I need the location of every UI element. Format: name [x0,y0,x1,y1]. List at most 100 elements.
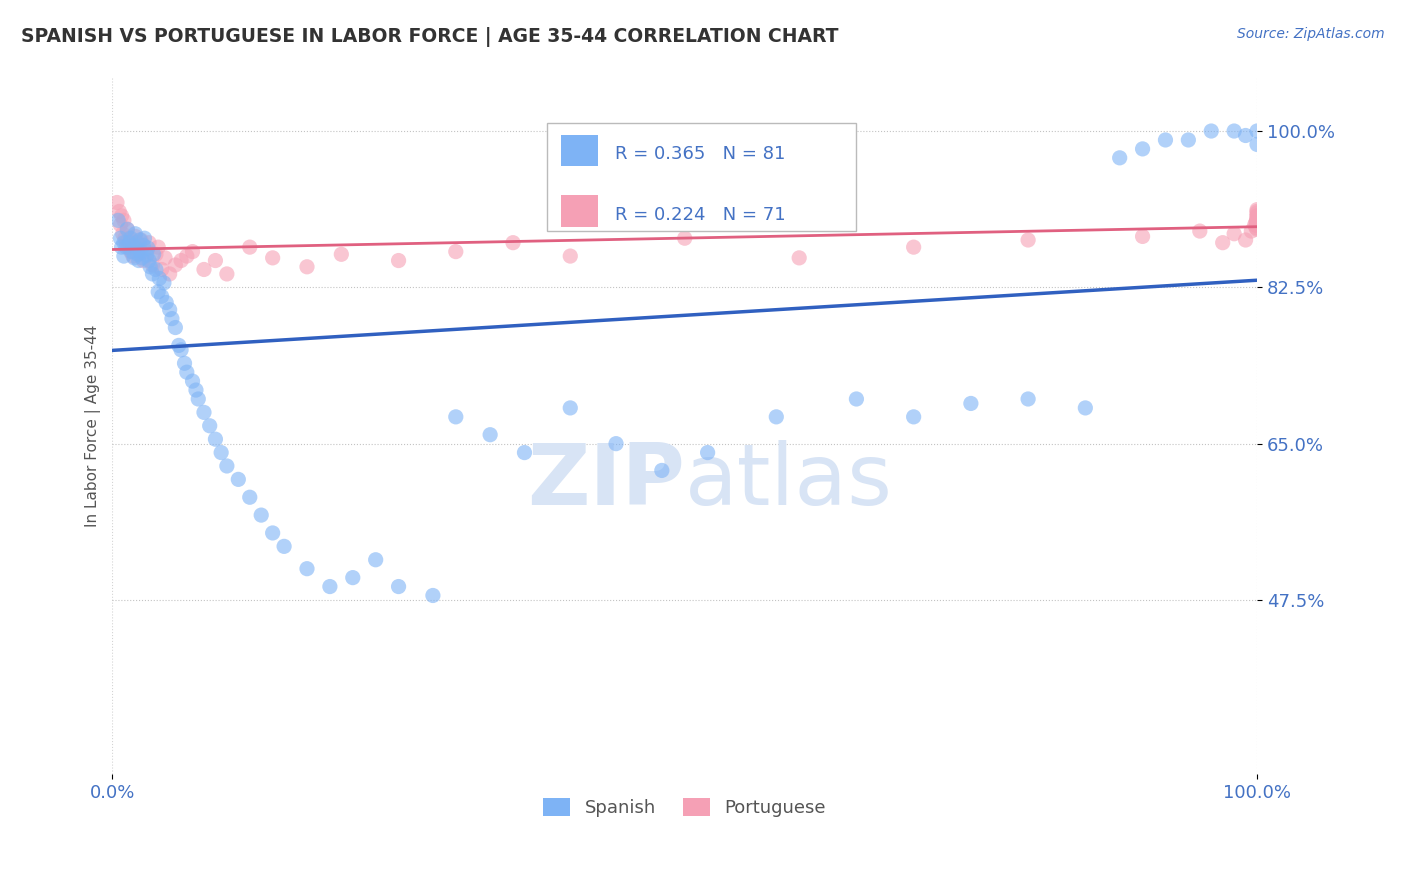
Point [114,231,136,245]
Point [124,227,146,241]
Point [129,233,152,247]
Point [128,247,150,261]
Point [1177,133,1199,147]
Point [148,240,170,254]
Point [111,227,134,241]
Point [120,244,142,259]
Point [153,276,176,290]
Point [110,231,132,245]
Point [184,383,207,397]
Point [1246,213,1268,227]
Point [513,445,536,459]
Point [1154,133,1177,147]
Point [176,249,198,263]
Point [121,235,143,250]
Point [560,249,582,263]
Point [176,365,198,379]
Point [1132,229,1154,244]
Point [165,258,187,272]
Point [1212,235,1234,250]
Point [787,251,810,265]
Point [502,235,524,250]
Point [1246,124,1268,138]
Point [1017,392,1039,406]
Point [1246,218,1268,232]
Point [387,253,409,268]
Point [110,240,132,254]
Point [319,580,342,594]
Point [122,249,145,263]
Point [1244,220,1267,235]
Point [173,356,195,370]
Point [139,260,162,274]
Point [1246,213,1268,227]
Point [112,249,135,263]
Point [132,253,155,268]
Point [125,241,148,255]
Point [262,525,284,540]
Text: Source: ZipAtlas.com: Source: ZipAtlas.com [1237,27,1385,41]
Point [215,267,238,281]
Point [117,222,139,236]
Point [1074,401,1097,415]
Point [142,247,165,261]
Point [330,247,353,261]
Point [215,458,238,473]
Point [148,271,170,285]
Point [903,240,925,254]
Point [1223,124,1246,138]
Point [115,235,138,250]
Point [651,463,673,477]
Point [165,320,187,334]
Point [444,244,467,259]
Point [1243,218,1265,232]
Text: atlas: atlas [685,440,893,523]
Point [1246,218,1268,232]
Point [105,195,128,210]
Point [204,432,226,446]
Point [122,240,145,254]
FancyBboxPatch shape [561,195,598,227]
Point [239,490,262,504]
Point [273,540,295,554]
Point [1246,215,1268,229]
Point [1234,233,1257,247]
Point [120,231,142,245]
Point [135,248,157,262]
Point [118,231,141,245]
Point [560,401,582,415]
Point [444,409,467,424]
Point [136,241,159,255]
Point [181,244,204,259]
Point [1199,124,1222,138]
Point [1132,142,1154,156]
FancyBboxPatch shape [561,135,598,166]
Point [1244,215,1267,229]
Point [204,253,226,268]
Point [696,445,718,459]
Point [187,392,209,406]
Point [159,302,181,317]
FancyBboxPatch shape [547,123,856,231]
Point [167,338,190,352]
Point [153,251,176,265]
Legend: Spanish, Portuguese: Spanish, Portuguese [536,790,834,824]
Point [1246,209,1268,223]
Point [112,235,135,250]
Point [115,240,138,254]
Point [422,589,444,603]
Point [193,262,215,277]
Point [148,285,170,299]
Point [112,213,135,227]
Point [117,240,139,254]
Point [903,409,925,424]
Point [1240,224,1263,238]
Point [387,580,409,594]
Point [1246,209,1268,223]
Point [145,262,167,277]
Point [209,445,232,459]
Point [1246,218,1268,232]
Point [132,238,155,252]
Point [160,311,183,326]
Point [1234,128,1257,143]
